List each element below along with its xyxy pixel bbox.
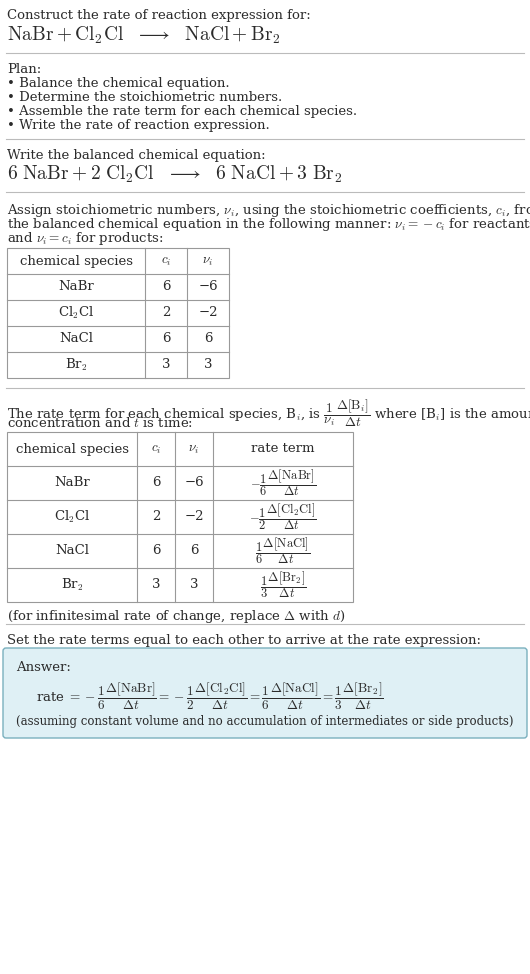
Text: $\mathrm{6\ NaBr + 2\ Cl_2Cl}$  $\longrightarrow$  $\mathrm{6\ NaCl + 3\ Br_2}$: $\mathrm{6\ NaBr + 2\ Cl_2Cl}$ $\longrig… [7, 164, 342, 185]
Text: • Assemble the rate term for each chemical species.: • Assemble the rate term for each chemic… [7, 105, 357, 118]
Text: and $\nu_i = c_i$ for products:: and $\nu_i = c_i$ for products: [7, 230, 163, 247]
Text: 6: 6 [152, 544, 160, 557]
Text: 3: 3 [190, 579, 198, 591]
Text: NaBr: NaBr [58, 281, 94, 293]
Text: 3: 3 [162, 358, 170, 371]
Text: 3: 3 [152, 579, 160, 591]
Text: 6: 6 [162, 281, 170, 293]
Text: Answer:: Answer: [16, 661, 71, 674]
Text: chemical species: chemical species [15, 442, 128, 456]
Text: $\dfrac{1}{6}\dfrac{\Delta[\mathrm{NaCl}]}{\Delta t}$: $\dfrac{1}{6}\dfrac{\Delta[\mathrm{NaCl}… [255, 536, 311, 567]
Text: concentration and $t$ is time:: concentration and $t$ is time: [7, 416, 193, 430]
Text: −2: −2 [198, 307, 218, 319]
Text: −6: −6 [198, 281, 218, 293]
Text: 2: 2 [162, 307, 170, 319]
Text: Set the rate terms equal to each other to arrive at the rate expression:: Set the rate terms equal to each other t… [7, 634, 481, 647]
Text: $-\dfrac{1}{6}\dfrac{\Delta[\mathrm{NaBr}]}{\Delta t}$: $-\dfrac{1}{6}\dfrac{\Delta[\mathrm{NaBr… [250, 468, 316, 499]
Text: 6: 6 [190, 544, 198, 557]
Text: −2: −2 [184, 510, 204, 523]
Text: 2: 2 [152, 510, 160, 523]
Text: $\nu_i$: $\nu_i$ [188, 442, 200, 456]
Text: $\dfrac{1}{3}\dfrac{\Delta[\mathrm{Br_2}]}{\Delta t}$: $\dfrac{1}{3}\dfrac{\Delta[\mathrm{Br_2}… [260, 570, 306, 600]
Text: chemical species: chemical species [20, 254, 132, 268]
Text: −6: −6 [184, 476, 204, 490]
Text: • Determine the stoichiometric numbers.: • Determine the stoichiometric numbers. [7, 91, 282, 104]
Text: NaCl: NaCl [55, 544, 89, 557]
Text: Br$_2$: Br$_2$ [60, 577, 83, 593]
Text: (assuming constant volume and no accumulation of intermediates or side products): (assuming constant volume and no accumul… [16, 715, 514, 728]
Bar [7, 432, 353, 602]
Text: $-\dfrac{1}{2}\dfrac{\Delta[\mathrm{Cl_2Cl}]}{\Delta t}$: $-\dfrac{1}{2}\dfrac{\Delta[\mathrm{Cl_2… [249, 502, 317, 533]
Text: Write the balanced chemical equation:: Write the balanced chemical equation: [7, 149, 266, 162]
Text: 6: 6 [162, 332, 170, 346]
Text: $c_i$: $c_i$ [161, 254, 171, 268]
Text: • Write the rate of reaction expression.: • Write the rate of reaction expression. [7, 119, 270, 132]
Text: NaBr: NaBr [54, 476, 90, 490]
Text: Construct the rate of reaction expression for:: Construct the rate of reaction expressio… [7, 9, 311, 22]
Text: NaCl: NaCl [59, 332, 93, 346]
Text: 6: 6 [152, 476, 160, 490]
Text: $\mathrm{NaBr + Cl_2Cl}$  $\longrightarrow$  $\mathrm{NaCl + Br_2}$: $\mathrm{NaBr + Cl_2Cl}$ $\longrightarro… [7, 25, 281, 47]
Text: The rate term for each chemical species, B$_i$, is $\dfrac{1}{\nu_i}\dfrac{\Delt: The rate term for each chemical species,… [7, 398, 530, 430]
Bar [7, 248, 229, 378]
Text: rate term: rate term [251, 442, 315, 456]
Text: Assign stoichiometric numbers, $\nu_i$, using the stoichiometric coefficients, $: Assign stoichiometric numbers, $\nu_i$, … [7, 202, 530, 219]
Text: Plan:: Plan: [7, 63, 41, 76]
Text: • Balance the chemical equation.: • Balance the chemical equation. [7, 77, 229, 90]
Text: (for infinitesimal rate of change, replace $\Delta$ with $d$): (for infinitesimal rate of change, repla… [7, 608, 346, 625]
Text: 6: 6 [204, 332, 212, 346]
Text: 3: 3 [204, 358, 212, 371]
Text: the balanced chemical equation in the following manner: $\nu_i = -c_i$ for react: the balanced chemical equation in the fo… [7, 216, 530, 233]
Text: $\nu_i$: $\nu_i$ [202, 254, 214, 268]
Text: Br$_2$: Br$_2$ [65, 356, 87, 373]
Text: Cl$_2$Cl: Cl$_2$Cl [58, 305, 94, 321]
Text: $c_i$: $c_i$ [151, 442, 161, 456]
Text: Cl$_2$Cl: Cl$_2$Cl [54, 508, 90, 525]
Text: rate $= -\dfrac{1}{6}\dfrac{\Delta[\mathrm{NaBr}]}{\Delta t} = -\dfrac{1}{2}\dfr: rate $= -\dfrac{1}{6}\dfrac{\Delta[\math… [36, 681, 384, 712]
FancyBboxPatch shape [3, 648, 527, 738]
